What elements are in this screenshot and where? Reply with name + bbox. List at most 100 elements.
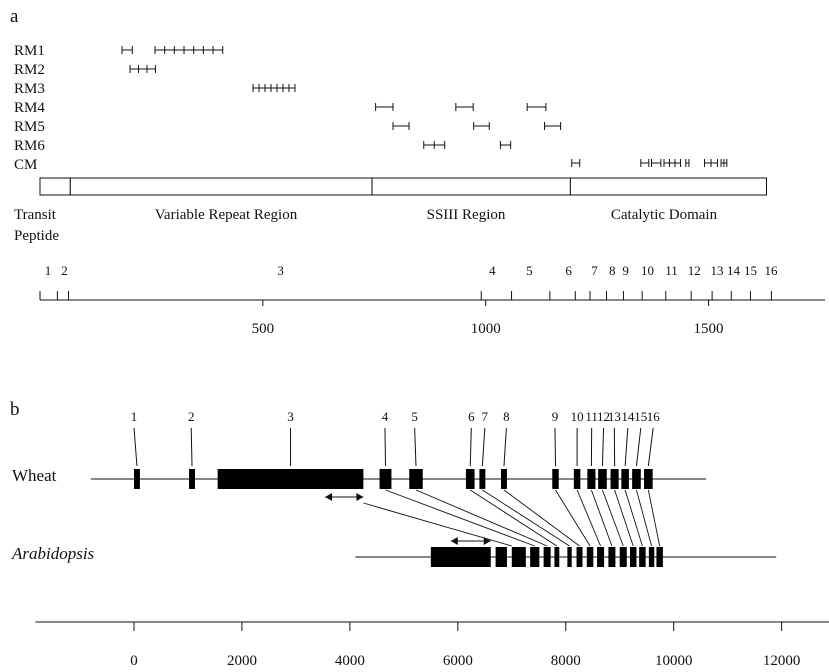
arabidopsis-exon-15 [648,547,655,567]
exon-guide-line [384,427,387,467]
exon-number-a-15: 15 [744,263,757,278]
arabidopsis-exon-7 [567,547,572,567]
exon-number-a-6: 6 [565,263,572,278]
wheat-exon-1 [134,469,140,489]
region-label-catalytic: Catalytic Domain [611,207,718,223]
panel-a: a RM1 RM2 RM3 RM4 RM5 RM6 CM Transit Pep… [10,6,825,337]
exon-correspondence-3 [363,502,512,547]
arabidopsis-exon-16 [656,547,663,567]
wheat-exon-16 [644,469,653,489]
exon-number-a-1: 1 [45,263,52,278]
wheat-exon-15 [632,469,641,489]
axis-a: 500 1000 1500 [39,291,825,337]
axis-tick-label-b: 2000 [227,653,257,669]
exon-number-a-7: 7 [591,263,598,278]
arabidopsis-exon-8 [576,547,583,567]
panel-a-label: a [10,6,19,27]
exon-number-b-1: 1 [131,409,138,424]
axis-tick-label-b: 6000 [443,653,473,669]
wheat-arrow-head-right [356,493,364,501]
axis-tick-label-b: 12000 [763,653,801,669]
motif-labels: RM1 RM2 RM3 RM4 RM5 RM6 CM [14,43,45,173]
exon-number-b-16: 16 [647,409,661,424]
wheat-gene-model [90,469,707,501]
domain-bar [39,177,767,196]
arabidopsis-exon-12 [619,547,627,567]
exon-number-a-14: 14 [727,263,741,278]
exon-guide-line [647,427,654,467]
exon-number-a-13: 13 [711,263,724,278]
exon-number-b-10: 10 [571,409,584,424]
exon-correspondence-8 [503,489,580,547]
motif-label-rm5: RM5 [14,119,45,135]
wheat-exon-2 [189,469,195,489]
exon-correspondence-7 [482,489,570,547]
exon-number-a-16: 16 [764,263,778,278]
arabidopsis-exon-4 [530,547,540,567]
arabidopsis-exon-3 [511,547,526,567]
region-label-ssiii: SSIII Region [427,207,506,223]
arabidopsis-exon-1 [430,547,491,567]
exon-correspondence-14 [624,489,643,547]
exon-number-b-6: 6 [468,409,475,424]
motif-label-rm4: RM4 [14,100,45,116]
exon-number-b-7: 7 [482,409,489,424]
arabidopsis-exon-11 [608,547,616,567]
region-label-peptide: Peptide [14,228,59,244]
axis-tick-label-a: 1500 [694,321,724,337]
motif-label-rm2: RM2 [14,62,45,78]
exon-number-a-12: 12 [688,263,701,278]
motif-label-rm3: RM3 [14,81,45,97]
exon-number-a-5: 5 [526,263,533,278]
exon-number-a-2: 2 [61,263,68,278]
exon-guide-line [469,427,472,467]
motif-marks [121,46,728,167]
exon-number-a-3: 3 [277,263,284,278]
exon-number-a-10: 10 [641,263,654,278]
wheat-exon-6 [465,469,475,489]
arabidopsis-exon-14 [639,547,646,567]
wheat-exon-3 [217,469,364,489]
exon-correspondence-6 [469,489,558,547]
wheat-exon-9 [552,469,559,489]
region-box-2 [371,177,571,196]
wheat-exon-10 [573,469,581,489]
exon-correspondence-12 [602,489,624,547]
species-label-arabidopsis: Arabidopsis [11,544,95,563]
exon-guide-line [481,427,486,467]
wheat-exon-13 [610,469,619,489]
axis-tick-label-b: 10000 [655,653,693,669]
exon-number-b-2: 2 [188,409,195,424]
axis-tick-label-b: 8000 [551,653,581,669]
arabidopsis-gene-model [355,537,777,567]
wheat-arrow-head-left [325,493,333,501]
exon-number-b-14: 14 [621,409,635,424]
region-label-variable-repeat: Variable Repeat Region [155,207,298,223]
exon-guide-line [503,427,507,467]
axis-tick-label-a: 500 [252,321,275,337]
wheat-exon-14 [621,469,629,489]
panel-b-label: b [10,399,20,420]
wheat-exon-7 [479,469,486,489]
wheat-exon-8 [500,469,507,489]
arabidopsis-exon-6 [554,547,560,567]
exon-correspondence-lines [363,489,661,547]
exon-number-b-11: 11 [585,409,598,424]
exon-number-b-8: 8 [503,409,510,424]
motif-label-rm1: RM1 [14,43,45,59]
exon-number-a-11: 11 [665,263,678,278]
axis-b: 0 2000 4000 6000 8000 10000 12000 [35,621,829,669]
wheat-exon-5 [409,469,423,489]
exon-number-a-9: 9 [622,263,629,278]
arabidopsis-exon-5 [543,547,551,567]
exon-number-b-4: 4 [382,409,389,424]
region-labels: Transit Peptide Variable Repeat Region S… [14,207,718,244]
axis-tick-label-a: 1000 [471,321,501,337]
exon-number-b-15: 15 [634,409,647,424]
exon-number-b-3: 3 [287,409,294,424]
wheat-exon-4 [379,469,392,489]
arabidopsis-exon-9 [586,547,594,567]
exon-guide-line [635,427,642,467]
